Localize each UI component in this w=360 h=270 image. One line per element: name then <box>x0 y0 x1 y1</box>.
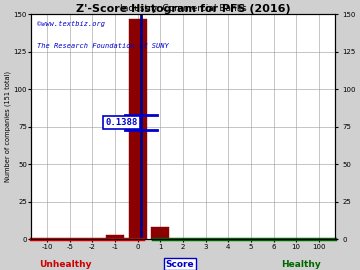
Y-axis label: Number of companies (151 total): Number of companies (151 total) <box>4 71 11 183</box>
Text: Healthy: Healthy <box>281 260 320 269</box>
Text: Unhealthy: Unhealthy <box>40 260 92 269</box>
Text: ©www.textbiz.org: ©www.textbiz.org <box>37 21 105 27</box>
Text: Score: Score <box>166 260 194 269</box>
Bar <box>106 235 124 239</box>
Text: Industry: Commercial Banks: Industry: Commercial Banks <box>120 4 246 13</box>
Bar <box>129 19 147 239</box>
Bar <box>151 227 169 239</box>
Text: 0.1388: 0.1388 <box>105 118 138 127</box>
Text: The Research Foundation of SUNY: The Research Foundation of SUNY <box>37 43 169 49</box>
Title: Z'-Score Histogram for PFS (2016): Z'-Score Histogram for PFS (2016) <box>76 4 290 14</box>
